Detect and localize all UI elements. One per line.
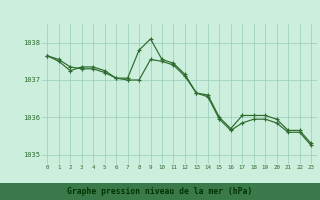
Text: Graphe pression niveau de la mer (hPa): Graphe pression niveau de la mer (hPa) [68, 187, 252, 196]
